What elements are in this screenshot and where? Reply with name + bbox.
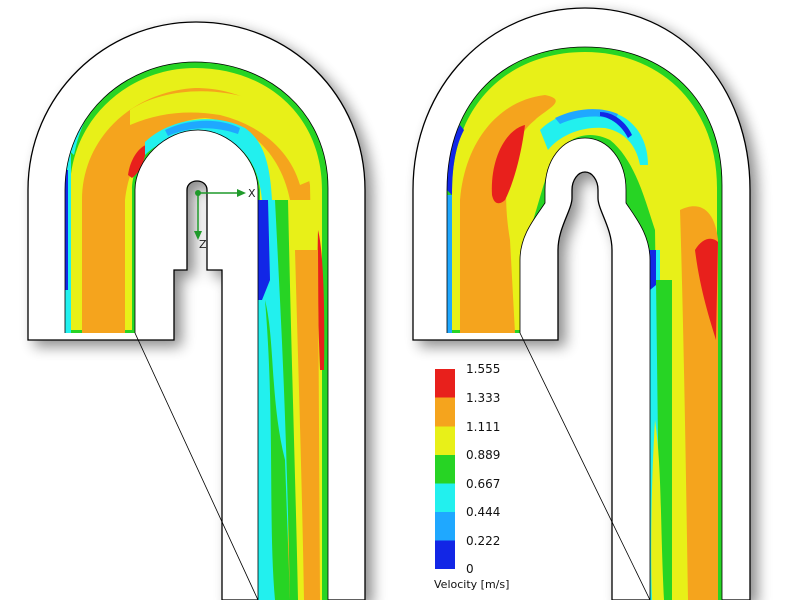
legend-tick-3: 0.889 [466,448,501,462]
velocity-legend-colorbar [435,369,455,569]
legend-tick-0: 1.555 [466,362,501,376]
z-axis-label: Z [199,238,207,251]
legend-band-lightblue [435,512,455,541]
legend-tick-1: 1.333 [466,391,501,405]
coordinate-triad: X Z [194,187,256,251]
legend-band-green [435,455,455,484]
legend-tick-6: 0.222 [466,534,501,548]
legend-tick-5: 0.444 [466,505,501,519]
legend-band-cyan [435,483,455,512]
legend-tick-4: 0.667 [466,477,501,491]
legend-band-yellow [435,426,455,455]
left-fluid-contours [65,62,328,600]
legend-title: Velocity [m/s] [434,578,510,591]
legend-tick-7: 0 [466,562,474,576]
x-axis-label: X [248,187,256,200]
legend-band-red [435,369,455,398]
legend-band-blue [435,540,455,569]
legend-tick-2: 1.111 [466,420,501,434]
legend-band-orange [435,397,455,427]
